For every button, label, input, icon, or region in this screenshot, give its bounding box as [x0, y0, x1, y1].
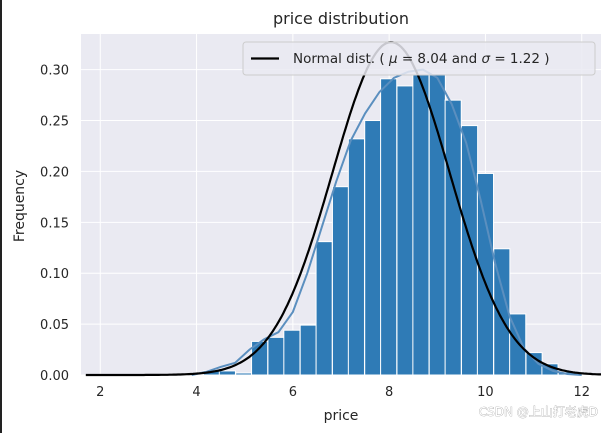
x-tick-label: 4	[192, 385, 200, 400]
histogram-bar	[460, 125, 479, 376]
histogram-bar	[218, 370, 236, 376]
y-tick-label: 0.30	[40, 64, 69, 79]
x-tick-label: 10	[477, 385, 494, 400]
x-tick-label: 12	[573, 385, 590, 400]
window-left-border	[0, 0, 2, 433]
histogram-bar	[267, 336, 285, 376]
y-tick-label: 0.05	[40, 318, 69, 333]
x-tick-label: 6	[289, 385, 297, 400]
normal-dist-curve	[85, 41, 601, 377]
y-axis-label: Frequency	[12, 170, 28, 242]
chart-title: price distribution	[273, 9, 409, 28]
histogram-bar	[493, 248, 511, 376]
histogram-bar	[380, 78, 398, 376]
y-tick-label: 0.25	[40, 115, 69, 130]
legend: Normal dist. ( μ = 8.04 and σ = 1.22 )	[242, 41, 596, 76]
histogram-bar	[412, 74, 430, 376]
histogram-bar	[476, 172, 495, 376]
histogram-bar	[283, 329, 301, 376]
histogram-bar	[444, 99, 462, 376]
y-tick-labels: 0.00 0.05 0.10 0.15 0.20 0.25 0.30	[40, 64, 69, 384]
legend-sigma-text: = 1.22 )	[490, 51, 550, 67]
histogram-bar	[509, 313, 527, 376]
x-tick-labels: 2 4 6 8 10 12	[96, 385, 590, 400]
histogram-bar	[347, 138, 365, 376]
legend-mu-symbol: μ	[388, 51, 398, 67]
histogram-bars	[186, 73, 575, 376]
y-tick-label: 0.00	[40, 369, 69, 384]
x-axis-label: price	[324, 408, 359, 424]
histogram-bar	[315, 241, 333, 376]
legend-entry-normal: Normal dist. ( μ = 8.04 and σ = 1.22 )	[293, 51, 550, 67]
y-tick-label: 0.20	[40, 165, 69, 180]
histogram-bar	[235, 372, 253, 376]
histogram-bar	[331, 186, 350, 376]
legend-sigma-symbol: σ	[481, 51, 490, 67]
legend-prefix: Normal dist. (	[293, 51, 389, 67]
legend-box	[242, 41, 596, 76]
kde-curve	[191, 68, 582, 376]
legend-mu-text: = 8.04 and	[398, 51, 482, 67]
x-tick-label: 8	[385, 385, 393, 400]
histogram-bar	[364, 120, 382, 376]
y-tick-label: 0.10	[40, 267, 69, 282]
watermark: CSDN @上山打老虎D	[479, 405, 598, 419]
y-tick-label: 0.15	[40, 216, 69, 231]
x-tick-label: 2	[96, 385, 104, 400]
histogram-bar	[299, 324, 317, 376]
histogram-bar	[396, 85, 414, 376]
histogram-bar	[428, 73, 446, 376]
